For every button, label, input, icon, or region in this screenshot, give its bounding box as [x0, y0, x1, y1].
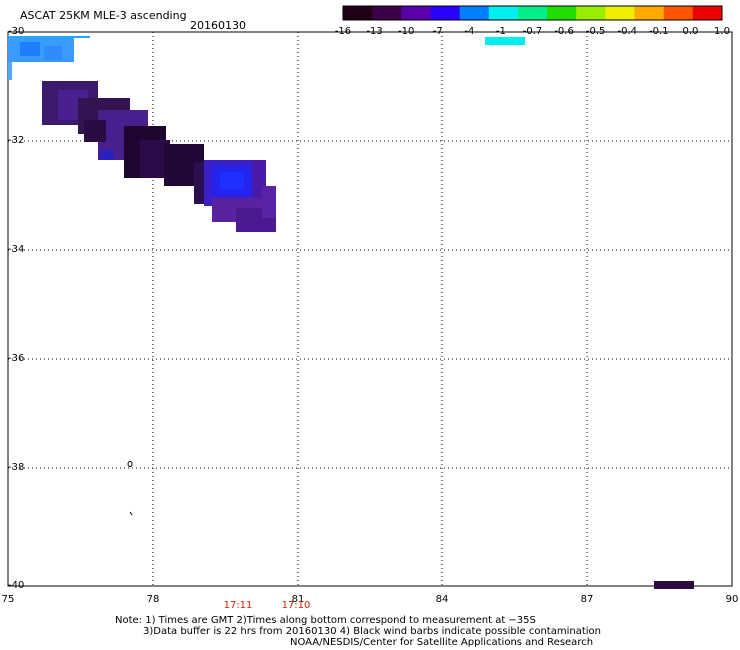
- colorbar-segment: [692, 6, 723, 20]
- swath-cell: [8, 36, 90, 38]
- colorbar-indicator: [485, 37, 525, 45]
- swath-cell: [100, 150, 114, 160]
- swath-cells: [8, 36, 694, 589]
- time-label: 17:11: [223, 600, 253, 611]
- colorbar-segment: [634, 6, 665, 20]
- colorbar-tick-label: -13: [366, 26, 383, 37]
- lat-label: -36: [8, 353, 25, 364]
- colorbar-tick-label: -7: [432, 26, 443, 37]
- lon-label: 78: [146, 594, 160, 605]
- colorbar-tick-label: -0.6: [554, 26, 574, 37]
- swath-cell: [20, 42, 40, 56]
- colorbar-tick-label: -1: [495, 26, 506, 37]
- colorbar-segment: [576, 6, 606, 20]
- swath-cell: [8, 38, 74, 62]
- colorbar-tick-label: -4: [464, 26, 475, 37]
- lat-label: -34: [8, 244, 25, 255]
- swath-cell: [44, 46, 62, 60]
- colorbar-tick-label: -16: [334, 26, 352, 37]
- swath-cell: [654, 581, 694, 589]
- lat-label: -38: [8, 462, 25, 473]
- colorbar-segment: [663, 6, 694, 20]
- colorbar-segment: [605, 6, 636, 20]
- colorbar-frame: [342, 5, 723, 21]
- colorbar-tick-label: -0.4: [617, 26, 638, 37]
- colorbar-tick-label: -10: [397, 26, 415, 37]
- colorbar-segment: [343, 6, 373, 20]
- swath-cell: [262, 186, 276, 218]
- wind-barbs: [127, 461, 133, 516]
- time-label: 17:10: [281, 600, 311, 611]
- note-line-3: NOAA/NESDIS/Center for Satellite Applica…: [290, 637, 594, 648]
- lon-label: 87: [580, 594, 594, 605]
- product-date: 20160130: [190, 19, 246, 32]
- colorbar-segment: [401, 6, 431, 20]
- colorbar-segment: [459, 6, 490, 20]
- lon-label: 90: [725, 594, 739, 605]
- note-line-1: Note: 1) Times are GMT 2)Times along bot…: [115, 615, 536, 626]
- lat-label: -32: [8, 135, 25, 146]
- colorbar-segment: [372, 6, 402, 20]
- lat-label: -40: [8, 580, 25, 591]
- product-title: ASCAT 25KM MLE-3 ascending: [20, 9, 187, 22]
- note-line-2: 3)Data buffer is 22 hrs from 20160130 4)…: [143, 626, 601, 637]
- colorbar-tick-label: 1.0: [714, 26, 730, 37]
- colorbar-segment: [488, 6, 519, 20]
- colorbar-segment: [547, 6, 577, 20]
- swath-cell: [220, 172, 244, 190]
- swath-cell: [8, 62, 12, 80]
- colorbar-tick-label: 0.0: [682, 26, 699, 37]
- lon-label: 81: [291, 594, 305, 605]
- colorbar-tick-label: -0.7: [522, 26, 543, 37]
- lat-label: -30: [8, 26, 25, 37]
- lon-label: 84: [435, 594, 449, 605]
- map-frame: [7, 31, 733, 587]
- lon-label: 75: [1, 594, 15, 605]
- swath-cell: [84, 120, 106, 142]
- colorbar-tick-label: -0.5: [585, 26, 606, 37]
- colorbar: [342, 5, 723, 45]
- colorbar-segment: [517, 6, 548, 20]
- colorbar-tick-label: -0.1: [649, 26, 669, 37]
- colorbar-segment: [430, 6, 461, 20]
